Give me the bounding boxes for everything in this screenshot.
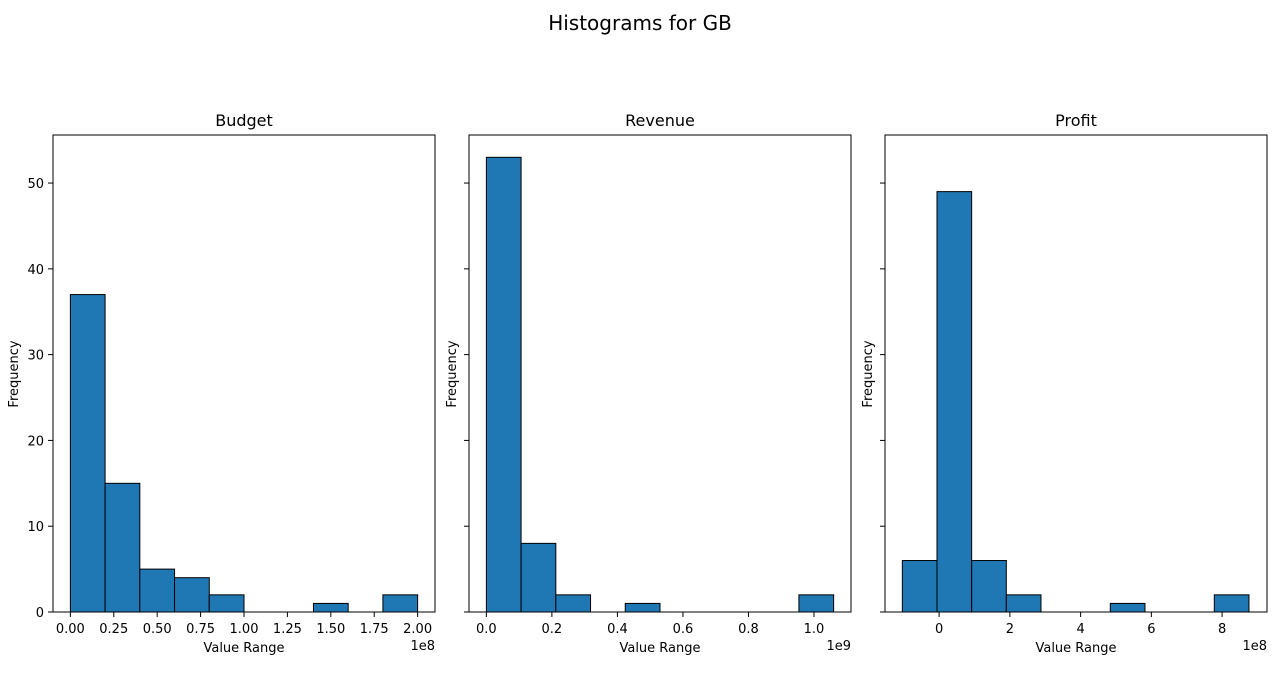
y-tick-label-budget-2: 20 [27, 434, 44, 449]
x-tick-label-profit-1: 2 [1006, 622, 1014, 637]
panel-revenue: Revenue 0.0 0.2 0.4 0.6 0.8 1.0 Value Range F… [445, 111, 852, 656]
y-tick-label-budget-1: 10 [27, 520, 44, 535]
x-tick-label-profit-2: 4 [1076, 622, 1084, 637]
panel-title-budget: Budget [215, 111, 273, 130]
x-axis-label-budget: Value Range [203, 641, 284, 656]
x-tick-label-revenue-2: 0.4 [607, 622, 628, 637]
y-axis-label-budget: Frequency [7, 340, 22, 407]
y-tick-label-budget-0: 0 [36, 606, 44, 621]
bars-profit [901, 191, 1250, 613]
x-tick-label-profit-0: 0 [935, 622, 943, 637]
y-tick-label-budget-3: 30 [27, 349, 44, 364]
x-tick-label-revenue-0: 0.0 [476, 622, 497, 637]
panel-title-revenue: Revenue [625, 111, 695, 130]
y-ticks-revenue [464, 182, 469, 613]
histogram-bar-profit-6 [1109, 602, 1146, 613]
histogram-bar-budget-1 [104, 482, 141, 613]
x-tick-label-profit-4: 8 [1218, 622, 1226, 637]
y-tick-label-budget-4: 40 [27, 263, 44, 278]
bars-budget [69, 294, 419, 613]
x-axis-label-revenue: Value Range [619, 641, 700, 656]
histogram-bar-profit-1 [936, 191, 973, 613]
x-offset-label-profit: 1e8 [1242, 639, 1267, 654]
histogram-bar-budget-9 [382, 594, 419, 613]
panel-profit: Profit 0 2 4 6 8 Value Range Frequency 1e8 [861, 111, 1268, 656]
x-ticks-profit: 0 2 4 6 8 [935, 612, 1226, 637]
histogram-bar-budget-2 [139, 568, 176, 613]
axes-frame-revenue [468, 134, 852, 613]
panel-title-profit: Profit [1055, 111, 1097, 130]
bars-revenue [485, 156, 835, 613]
x-tick-label-revenue-1: 0.2 [542, 622, 563, 637]
histogram-bar-budget-4 [208, 594, 245, 613]
histogram-bar-profit-0 [901, 560, 938, 613]
histogram-bar-revenue-4 [624, 602, 661, 613]
x-axis-label-profit: Value Range [1035, 641, 1116, 656]
x-ticks-revenue: 0.0 0.2 0.4 0.6 0.8 1.0 [476, 612, 824, 637]
figure-title: Histograms for GB [548, 11, 732, 35]
x-tick-label-budget-2: 0.50 [143, 622, 172, 637]
histogram-bar-revenue-0 [485, 156, 522, 613]
x-tick-label-revenue-3: 0.6 [673, 622, 694, 637]
histogram-bar-profit-2 [971, 560, 1007, 613]
axes-frame-profit [884, 134, 1268, 613]
histogram-bar-revenue-9 [798, 594, 835, 613]
y-axis-label-profit: Frequency [861, 340, 876, 407]
x-tick-label-budget-6: 1.50 [316, 622, 345, 637]
x-offset-label-budget: 1e8 [410, 639, 435, 654]
histogram-bar-revenue-2 [555, 594, 592, 613]
x-tick-label-budget-1: 0.25 [99, 622, 128, 637]
x-tick-label-budget-5: 1.25 [273, 622, 302, 637]
x-tick-label-budget-4: 1.00 [230, 622, 259, 637]
y-tick-label-budget-5: 50 [27, 177, 44, 192]
x-tick-label-revenue-5: 1.0 [804, 622, 825, 637]
x-tick-label-budget-3: 0.75 [186, 622, 215, 637]
histogram-bar-budget-3 [174, 577, 210, 613]
histogram-bar-revenue-1 [520, 542, 557, 613]
y-ticks-budget: 0 10 20 30 40 50 [27, 177, 53, 621]
x-ticks-budget: 0.00 0.25 0.50 0.75 1.00 1.25 1.50 1.75 2.00 [56, 612, 432, 637]
y-ticks-profit [880, 182, 885, 613]
y-axis-label-revenue: Frequency [445, 340, 460, 407]
x-offset-label-revenue: 1e9 [826, 639, 851, 654]
histogram-bar-budget-7 [312, 602, 349, 613]
x-tick-label-profit-3: 6 [1147, 622, 1155, 637]
histogram-bar-profit-9 [1213, 594, 1250, 613]
x-tick-label-budget-8: 2.00 [403, 622, 432, 637]
histogram-bar-budget-0 [69, 294, 106, 613]
histogram-bar-profit-3 [1005, 594, 1042, 613]
x-tick-label-budget-7: 1.75 [360, 622, 389, 637]
x-tick-label-budget-0: 0.00 [56, 622, 85, 637]
panel-budget: Budget 0.00 0.25 0.50 0.75 1.00 1.25 1.50 1.75 2… [7, 111, 436, 656]
x-tick-label-revenue-4: 0.8 [738, 622, 759, 637]
